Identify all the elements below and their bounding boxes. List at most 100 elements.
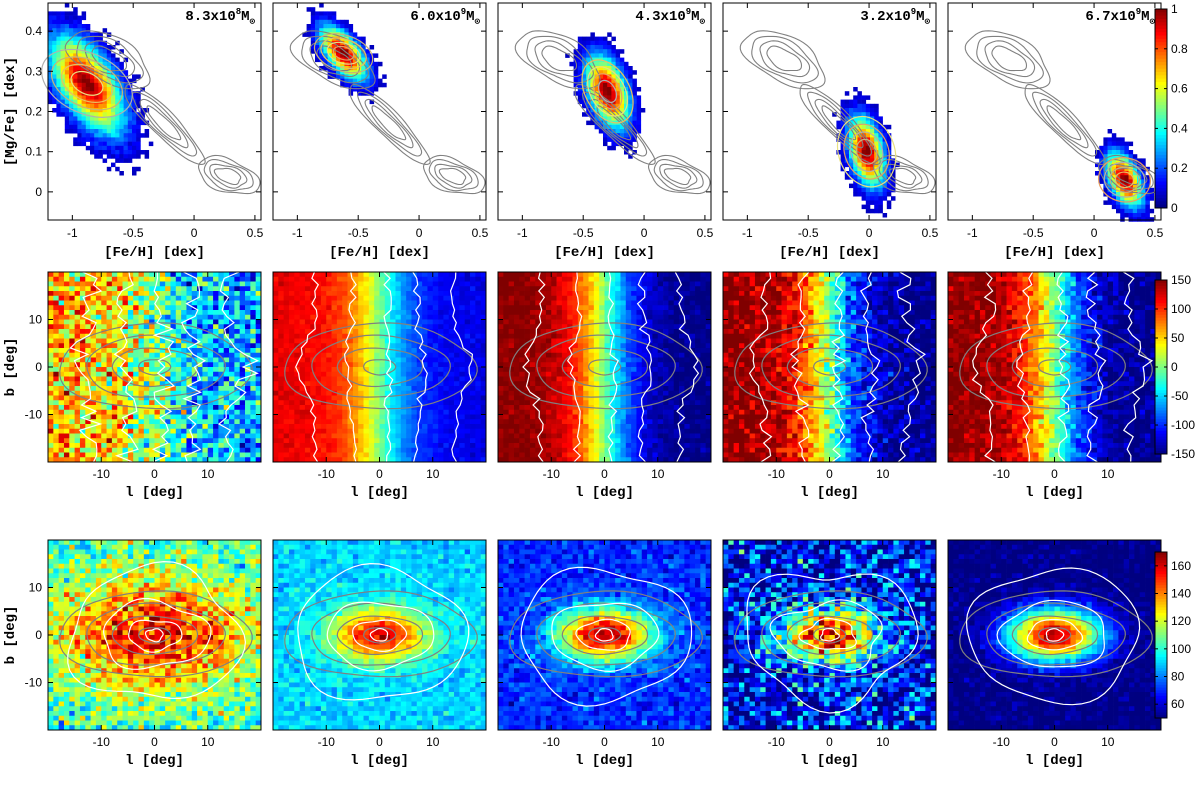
map-cell xyxy=(443,300,450,306)
density-cell xyxy=(90,36,95,42)
map-cell xyxy=(143,433,150,439)
density-cell xyxy=(628,95,633,100)
map-cell xyxy=(133,300,139,306)
map-cell xyxy=(165,371,171,377)
map-cell xyxy=(154,419,161,425)
density-cell xyxy=(52,61,57,67)
map-cell xyxy=(422,281,428,287)
map-cell xyxy=(175,357,182,363)
map-cell xyxy=(239,395,246,401)
density-cell xyxy=(111,57,116,63)
map-cell xyxy=(294,419,300,425)
density-cell xyxy=(94,57,99,63)
density-cell xyxy=(849,137,854,142)
map-cell xyxy=(400,424,407,430)
map-cell xyxy=(122,310,129,316)
map-cell xyxy=(363,424,370,430)
map-cell xyxy=(133,305,139,311)
map-cell xyxy=(250,400,257,406)
map-cell xyxy=(432,310,439,316)
map-cell xyxy=(133,371,139,377)
density-cell xyxy=(870,120,875,126)
density-cell xyxy=(64,19,70,25)
map-cell xyxy=(191,329,198,335)
map-cell xyxy=(273,405,279,411)
map-cell xyxy=(395,376,402,382)
map-cell xyxy=(294,447,300,453)
map-cell xyxy=(395,291,402,297)
map-cell xyxy=(395,433,402,439)
map-cell xyxy=(234,433,241,439)
map-cell xyxy=(149,443,155,449)
density-cell xyxy=(119,124,124,130)
density-cell xyxy=(594,40,600,46)
map-cell xyxy=(170,367,177,373)
density-cell xyxy=(106,91,112,96)
map-cell xyxy=(400,276,407,282)
map-cell xyxy=(239,371,246,377)
map-cell xyxy=(427,281,434,287)
map-cell xyxy=(175,362,182,368)
map-cell xyxy=(74,272,81,278)
map-cell xyxy=(48,381,54,387)
map-cell xyxy=(352,438,359,444)
density-cell xyxy=(865,187,871,193)
map-cell xyxy=(294,424,300,430)
map-cell xyxy=(191,348,198,354)
map-cell xyxy=(239,333,246,339)
map-cell xyxy=(159,305,166,311)
map-cell xyxy=(406,428,412,434)
map-cell xyxy=(459,367,466,373)
map-cell xyxy=(127,428,134,434)
map-cell xyxy=(278,272,284,278)
map-cell xyxy=(358,272,364,278)
map-cell xyxy=(427,452,434,458)
map-cell xyxy=(245,414,251,420)
density-cell xyxy=(594,53,600,58)
density-cell xyxy=(60,24,66,29)
map-cell xyxy=(239,414,246,420)
map-cell xyxy=(278,395,284,401)
density-cell xyxy=(77,99,82,105)
map-cell xyxy=(432,286,439,292)
map-cell xyxy=(278,381,284,387)
map-cell xyxy=(395,329,402,335)
map-cell xyxy=(111,310,118,316)
map-cell xyxy=(58,419,65,425)
map-cell xyxy=(395,362,402,368)
map-cell xyxy=(48,447,54,453)
sun-symbol: ⊙ xyxy=(475,17,481,27)
map-cell xyxy=(255,395,262,401)
map-cell xyxy=(438,438,444,444)
map-cell xyxy=(294,333,300,339)
density-cell xyxy=(624,124,629,130)
map-cell xyxy=(352,338,359,344)
density-cell xyxy=(319,53,324,58)
map-cell xyxy=(234,329,241,335)
map-cell xyxy=(422,419,428,425)
map-cell xyxy=(347,433,354,439)
map-cell xyxy=(400,314,407,320)
map-cell xyxy=(165,314,171,320)
density-cell xyxy=(144,120,150,126)
density-cell xyxy=(94,137,99,142)
map-cell xyxy=(304,272,311,278)
map-cell xyxy=(288,362,295,368)
density-cell xyxy=(115,124,120,130)
density-cell xyxy=(56,32,61,37)
map-cell xyxy=(53,386,59,392)
map-cell xyxy=(213,276,219,282)
map-cell xyxy=(379,447,386,453)
map-cell xyxy=(304,314,311,320)
map-cell xyxy=(234,338,241,344)
map-cell xyxy=(320,443,327,449)
map-cell xyxy=(229,286,235,292)
map-cell xyxy=(90,433,97,439)
map-cell xyxy=(326,419,332,425)
density-cell xyxy=(361,57,366,63)
map-cell xyxy=(273,386,279,392)
map-cell xyxy=(299,286,306,292)
density-cell xyxy=(382,74,387,79)
map-cell xyxy=(400,433,407,439)
map-cell xyxy=(63,433,70,439)
